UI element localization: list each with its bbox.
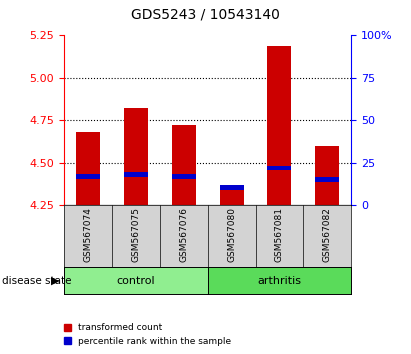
Legend: transformed count, percentile rank within the sample: transformed count, percentile rank withi… bbox=[60, 320, 235, 349]
Bar bbox=[268, 46, 291, 205]
Text: control: control bbox=[116, 275, 155, 286]
Text: GSM567081: GSM567081 bbox=[275, 207, 284, 262]
Text: GSM567076: GSM567076 bbox=[179, 207, 188, 262]
Text: ▶: ▶ bbox=[51, 275, 60, 286]
Bar bbox=[315, 146, 339, 205]
Text: arthritis: arthritis bbox=[257, 275, 302, 286]
Bar bbox=[76, 174, 100, 179]
Bar bbox=[219, 188, 243, 205]
Text: disease state: disease state bbox=[2, 275, 72, 286]
Bar bbox=[76, 132, 100, 205]
Text: GSM567080: GSM567080 bbox=[227, 207, 236, 262]
Bar bbox=[315, 177, 339, 182]
Bar bbox=[124, 108, 148, 205]
Text: GDS5243 / 10543140: GDS5243 / 10543140 bbox=[131, 7, 280, 21]
Bar bbox=[172, 174, 196, 179]
Text: GSM567075: GSM567075 bbox=[131, 207, 140, 262]
Text: GSM567074: GSM567074 bbox=[83, 207, 92, 262]
Bar bbox=[124, 172, 148, 177]
Bar bbox=[172, 125, 196, 205]
Bar bbox=[268, 166, 291, 170]
Text: GSM567082: GSM567082 bbox=[323, 207, 332, 262]
Bar bbox=[219, 185, 243, 190]
